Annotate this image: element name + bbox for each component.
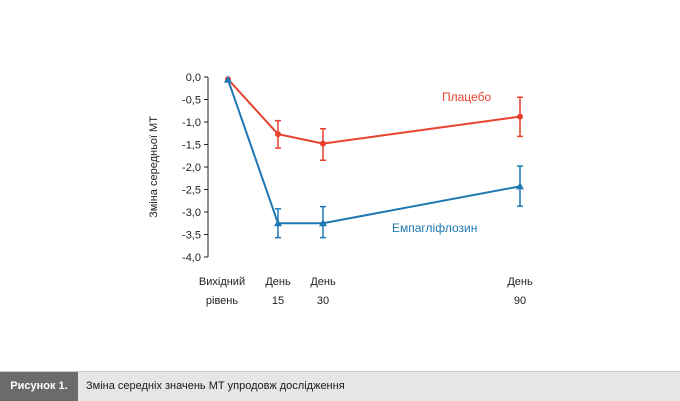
figure-caption: Рисунок 1. Зміна середніх значень МТ упр… bbox=[0, 371, 680, 401]
y-tick-label: -0,5 bbox=[182, 95, 201, 107]
y-tick-label: -2,5 bbox=[182, 185, 201, 197]
series-label: Емпагліфлозин bbox=[392, 221, 477, 235]
x-tick-label: рівень bbox=[206, 295, 238, 307]
caption-label: Рисунок 1. bbox=[0, 372, 78, 401]
data-point bbox=[275, 131, 281, 138]
x-tick-label: 15 bbox=[272, 295, 284, 307]
data-point bbox=[516, 182, 524, 190]
data-point bbox=[319, 219, 327, 227]
y-tick-label: -3,5 bbox=[182, 230, 201, 242]
x-tick-label: День bbox=[507, 276, 533, 288]
x-tick-label: 30 bbox=[317, 295, 329, 307]
y-tick-label: 0,0 bbox=[186, 72, 201, 84]
data-point bbox=[274, 219, 282, 227]
series-line bbox=[227, 78, 521, 145]
data-point bbox=[224, 75, 232, 83]
x-tick-label: 90 bbox=[514, 295, 526, 307]
y-tick-label: -1,5 bbox=[182, 140, 201, 152]
series-line bbox=[227, 79, 521, 225]
line-chart: 0,0 -0,5 -1,0 -1,5 -2,0 -2,5 -3,0 -3,5 -4,0 Зміна… bbox=[148, 72, 533, 307]
series-label: Плацебо bbox=[442, 90, 491, 104]
chart-axes bbox=[204, 76, 209, 258]
x-tick-label: Вихідний bbox=[199, 276, 245, 288]
data-point bbox=[517, 113, 523, 120]
y-axis-label: Зміна середньої МТ bbox=[148, 116, 160, 218]
y-tick-label: -1,0 bbox=[182, 117, 201, 129]
labels-layer: 0,0 -0,5 -1,0 -1,5 -2,0 -2,5 -3,0 -3,5 -4,0 Зміна… bbox=[148, 72, 533, 307]
y-tick-label: -3,0 bbox=[182, 207, 201, 219]
x-tick-label: День bbox=[265, 276, 291, 288]
x-tick-label: День bbox=[310, 276, 336, 288]
y-tick-label: -4,0 bbox=[182, 252, 201, 264]
data-point bbox=[320, 140, 326, 147]
y-tick-label: -2,0 bbox=[182, 162, 201, 174]
series-layer bbox=[224, 75, 524, 239]
caption-text: Зміна середніх значень МТ упродовж дослі… bbox=[86, 380, 345, 392]
